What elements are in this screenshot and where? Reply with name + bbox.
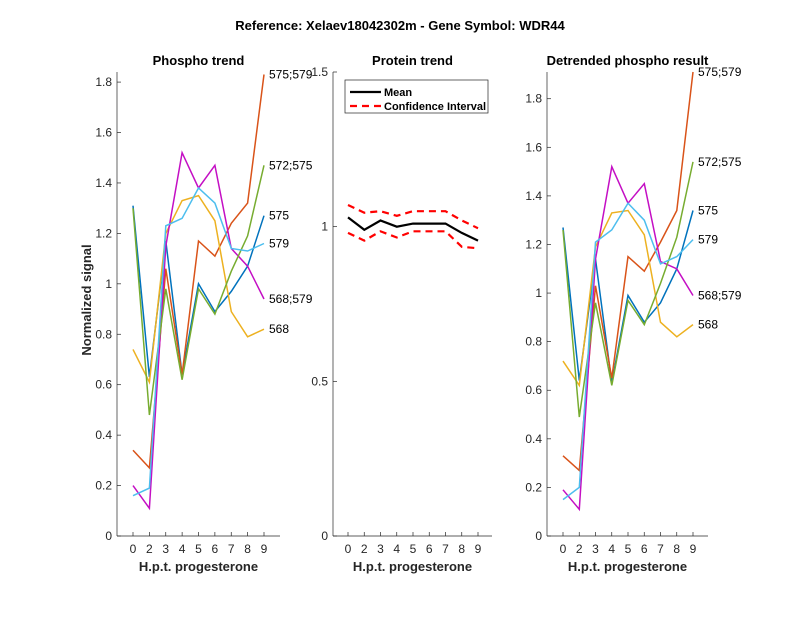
legend-box [344, 79, 489, 114]
series-end-label: 575 [698, 203, 718, 217]
x-tick-label: 9 [261, 542, 268, 556]
series-line-579 [562, 201, 694, 501]
x-tick-label: 0 [560, 542, 567, 556]
series-line-575-579 [562, 71, 694, 472]
series-end-label: 575;579 [269, 68, 313, 82]
y-tick-label: 0.4 [95, 428, 112, 442]
legend-entry: Confidence Interval [384, 101, 486, 113]
series-end-label: 568;579 [269, 292, 313, 306]
x-tick-label: 8 [458, 542, 465, 556]
y-tick-label: 1 [535, 286, 542, 300]
x-tick-label: 6 [641, 542, 648, 556]
series-end-label: 579 [698, 233, 718, 247]
series-end-label: 579 [269, 236, 289, 250]
y-tick-label: 0.5 [311, 374, 328, 388]
x-tick-label: 5 [195, 542, 202, 556]
x-tick-label: 3 [592, 542, 599, 556]
y-tick-label: 0.8 [525, 335, 542, 349]
y-tick-label: 0.4 [525, 432, 542, 446]
figure-title: Reference: Xelaev18042302m - Gene Symbol… [235, 18, 565, 33]
x-tick-label: 4 [393, 542, 400, 556]
x-axis-label: H.p.t. progesterone [139, 559, 258, 574]
x-tick-label: 2 [146, 542, 153, 556]
y-tick-label: 1.4 [95, 176, 112, 190]
y-tick-label: 1 [321, 220, 328, 234]
series-line-confidence-interval-lower [347, 230, 479, 250]
series-line-579 [132, 186, 265, 497]
x-tick-label: 9 [690, 542, 697, 556]
x-tick-label: 8 [673, 542, 680, 556]
series-end-label: 572;575 [698, 155, 742, 169]
series-line-572-575 [562, 161, 694, 418]
y-tick-label: 0.6 [525, 383, 542, 397]
series-line-568 [132, 194, 265, 385]
x-tick-label: 3 [162, 542, 169, 556]
y-tick-label: 0 [535, 529, 542, 543]
x-tick-label: 4 [179, 542, 186, 556]
panel-title: Detrended phospho result [547, 53, 709, 68]
x-tick-label: 3 [377, 542, 384, 556]
y-tick-label: 1.4 [525, 189, 542, 203]
x-tick-label: 0 [130, 542, 137, 556]
panel-title: Phospho trend [153, 53, 245, 68]
x-axis-label: H.p.t. progesterone [353, 559, 472, 574]
y-tick-label: 1 [105, 277, 112, 291]
series-end-label: 575;579 [698, 65, 742, 79]
y-tick-label: 1.8 [525, 92, 542, 106]
y-tick-label: 1.6 [525, 140, 542, 154]
series-line-572-575 [132, 165, 265, 416]
x-tick-label: 7 [657, 542, 664, 556]
series-end-label: 568;579 [698, 288, 742, 302]
x-tick-label: 8 [244, 542, 251, 556]
x-tick-label: 2 [576, 542, 583, 556]
y-tick-label: 0 [321, 529, 328, 543]
y-tick-label: 1.2 [95, 226, 112, 240]
x-tick-label: 7 [442, 542, 449, 556]
y-tick-label: 1.6 [95, 126, 112, 140]
y-tick-label: 0 [105, 529, 112, 543]
panel-title: Protein trend [372, 53, 453, 68]
legend: Mean Confidence Interval [344, 79, 489, 114]
series-line-568 [562, 209, 694, 388]
series-end-label: 572;575 [269, 158, 313, 172]
y-tick-label: 1.8 [95, 75, 112, 89]
x-tick-label: 6 [212, 542, 219, 556]
series-end-label: 568 [269, 322, 289, 336]
x-tick-label: 2 [361, 542, 368, 556]
series-end-label: 568 [698, 318, 718, 332]
y-tick-label: 1.5 [311, 65, 328, 79]
y-tick-label: 0.2 [95, 479, 112, 493]
x-tick-label: 0 [345, 542, 352, 556]
x-axis-label: H.p.t. progesterone [568, 559, 687, 574]
x-tick-label: 5 [410, 542, 417, 556]
x-tick-label: 9 [475, 542, 482, 556]
x-tick-label: 7 [228, 542, 235, 556]
y-tick-label: 1.2 [525, 237, 542, 251]
y-tick-label: 0.2 [525, 480, 542, 494]
legend-entry: Mean [384, 87, 412, 99]
series-line-confidence-interval-upper [347, 204, 479, 230]
x-tick-label: 6 [426, 542, 433, 556]
x-tick-label: 5 [625, 542, 632, 556]
y-axis-label: Normalized signal [79, 244, 94, 355]
y-tick-label: 0.6 [95, 378, 112, 392]
x-tick-label: 4 [608, 542, 615, 556]
series-line-mean [347, 216, 479, 242]
series-end-label: 575 [269, 209, 289, 223]
y-tick-label: 0.8 [95, 327, 112, 341]
